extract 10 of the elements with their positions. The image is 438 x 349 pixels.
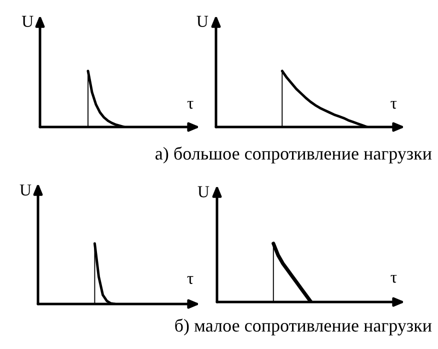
text: а) большое сопротивление нагрузки: [156, 146, 432, 164]
x-axis-title: τ: [187, 100, 194, 109]
y-axis-title: U: [198, 186, 210, 198]
text: б) малое сопротивление нагрузки: [175, 318, 432, 336]
x-axis-title: τ: [390, 100, 397, 109]
y-axis-title: U: [196, 16, 208, 28]
y-axis-title: U: [20, 184, 32, 196]
y-axis-title: U: [22, 16, 34, 28]
x-axis-title: τ: [187, 276, 194, 284]
x-axis-title: τ: [390, 274, 397, 283]
